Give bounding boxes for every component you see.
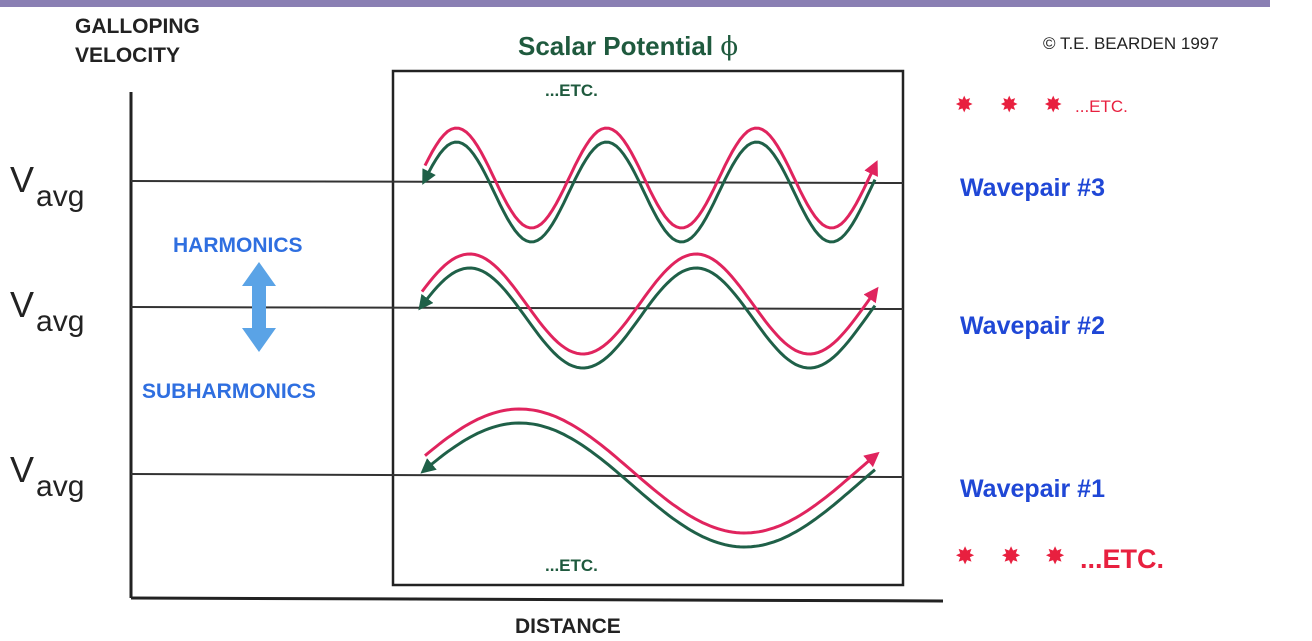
backward-wave-2 [418,266,877,370]
x-axis [130,596,944,603]
vavg-line-1 [130,473,904,478]
star-row-bottom: ✸ ✸ ✸ ...ETC. [955,543,1164,574]
star-icon: ✸ [1000,92,1018,117]
backward-wave-1 [420,421,876,549]
wavepair-label-3: Wavepair #3 [960,174,1105,202]
star-icon: ✸ [955,543,975,570]
vavg-label-1: Vavg [10,449,84,503]
harmonics-label: HARMONICS [173,234,303,257]
etc-top: ...ETC. [545,81,598,100]
etc-bottom: ...ETC. [545,556,598,575]
vavg-label-3: Vavg [10,159,84,213]
etc-right-top: ...ETC. [1075,97,1128,116]
forward-wave-2 [420,252,879,356]
wavepair-label-2: Wavepair #2 [960,312,1105,340]
top-rule [0,0,1270,7]
double-arrow-icon [242,262,276,352]
star-icon: ✸ [955,92,973,117]
etc-right-bottom: ...ETC. [1080,544,1164,574]
scalar-potential-box [391,69,905,587]
copyright-notice: © T.E. BEARDEN 1997 [1043,34,1219,53]
x-axis-label: DISTANCE [515,615,621,638]
y-axis-label-line1: GALLOPING [75,15,200,38]
vavg-label-2: Vavg [10,284,84,338]
y-axis-label-line2: VELOCITY [75,44,180,67]
star-row-top: ✸ ✸ ✸ ...ETC. [955,92,1128,117]
backward-wave-3 [422,140,877,244]
forward-wave-1 [424,407,880,535]
star-icon: ✸ [1045,543,1065,570]
vavg-line-3 [130,180,904,184]
star-icon: ✸ [1044,92,1062,117]
diagram-title: Scalar Potential ϕ [518,31,738,62]
wavepair-group [418,126,880,549]
forward-wave-3 [423,126,878,230]
wavepair-label-1: Wavepair #1 [960,475,1105,503]
star-icon: ✸ [1001,543,1021,570]
subharmonics-label: SUBHARMONICS [142,380,316,403]
